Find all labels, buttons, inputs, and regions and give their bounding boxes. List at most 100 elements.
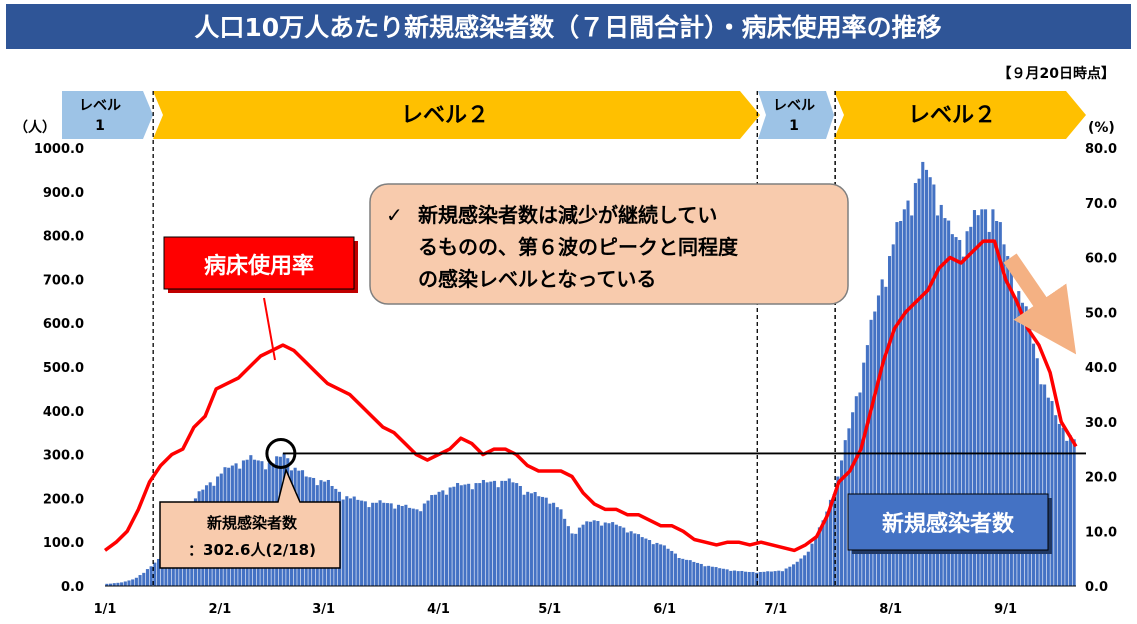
cases-bar <box>762 571 766 586</box>
cases-bar <box>1057 423 1061 586</box>
cases-bar <box>622 527 626 586</box>
cases-bar <box>817 527 821 586</box>
cases-bar <box>1050 401 1054 586</box>
cases-bar <box>611 522 615 586</box>
cases-bar <box>1017 291 1021 586</box>
level-band-3-label-2: 1 <box>789 118 799 134</box>
x-tick-label: 9/1 <box>994 602 1017 617</box>
cases-bar <box>618 526 622 586</box>
cases-bar <box>891 244 895 587</box>
cases-bar <box>507 478 511 586</box>
cases-bar <box>932 184 936 586</box>
cases-bar <box>1068 435 1073 586</box>
right-tick-label: 20.0 <box>1085 471 1117 486</box>
cases-bar <box>555 507 559 586</box>
cases-bar <box>142 572 146 586</box>
cases-bar <box>153 562 157 586</box>
cases-bar <box>120 582 124 586</box>
cases-bar <box>648 540 652 586</box>
cases-bar <box>548 503 552 586</box>
as-of-label: 【９月20日時点】 <box>998 65 1115 82</box>
cases-label-text: 新規感染者数 <box>882 511 1015 537</box>
annotation-check: ✓ <box>386 203 403 227</box>
cases-bar <box>367 507 371 586</box>
peak-callout: 新規感染者数 ：302.6人(2/18) <box>159 467 341 569</box>
left-tick-label: 100.0 <box>43 536 84 551</box>
cases-bar <box>123 581 127 586</box>
cases-bar <box>485 482 489 586</box>
annotation-box <box>369 183 849 305</box>
bed-label-group: 病床使用率 <box>163 236 358 361</box>
level-band-3 <box>758 91 834 139</box>
cases-bar <box>917 178 921 586</box>
level-band-2 <box>153 91 760 139</box>
cases-bar <box>470 489 474 586</box>
cases-bar <box>489 481 493 586</box>
cases-bar <box>496 487 500 586</box>
cases-bar <box>1039 384 1043 586</box>
cases-bar <box>356 499 360 586</box>
chart-title: 人口10万人あたり新規感染者数（７日間合計）・病床使用率の推移 <box>194 13 941 42</box>
left-tick-label: 400.0 <box>43 405 84 420</box>
cases-bar <box>625 532 629 586</box>
cases-bar <box>444 494 449 586</box>
cases-bar <box>352 496 356 586</box>
cases-bar <box>755 572 759 586</box>
cases-bar <box>607 523 611 586</box>
cases-bar <box>515 483 519 586</box>
cases-bar <box>415 509 419 586</box>
cases-bar <box>777 570 781 586</box>
cases-bar <box>828 499 833 586</box>
cases-bar <box>474 483 478 586</box>
cases-bar <box>843 440 847 586</box>
cases-bar <box>456 482 460 586</box>
cases-bar <box>389 503 393 586</box>
cases-bar <box>1061 427 1065 586</box>
peak-marker-circle <box>265 437 297 469</box>
cases-bar <box>836 476 840 586</box>
cases-bar <box>138 575 142 586</box>
cases-bar <box>876 295 881 586</box>
level-dividers <box>152 91 836 586</box>
x-tick-label: 5/1 <box>538 602 561 617</box>
cases-bar <box>684 559 689 586</box>
left-tick-label: 200.0 <box>43 492 84 507</box>
cases-bar <box>570 533 574 586</box>
cases-bar <box>441 490 445 586</box>
title-bar <box>6 4 1131 49</box>
bed-occupancy-line <box>103 239 1078 553</box>
cases-bar <box>972 210 977 587</box>
cases-bar <box>500 480 504 586</box>
cases-bar <box>939 204 943 586</box>
cases-bar <box>980 209 984 586</box>
left-axis: 0.0 100.0 200.0 300.0 400.0 500.0 600.0 700.0 80… <box>34 142 84 595</box>
level-band-1-label-1: レベル <box>79 98 121 114</box>
cases-bar <box>943 218 947 586</box>
cases-bar <box>518 485 522 586</box>
cases-bar <box>910 215 914 586</box>
cases-bar <box>105 583 109 586</box>
cases-bar <box>854 396 858 586</box>
left-axis-unit: （人） <box>14 119 56 136</box>
cases-bar <box>492 480 497 586</box>
cases-bar <box>160 557 164 586</box>
cases-bar <box>947 220 951 586</box>
cases-bar <box>574 533 578 586</box>
cases-bar <box>419 511 423 586</box>
cases-bar <box>422 503 426 586</box>
cases-bar <box>600 525 604 586</box>
cases-bar <box>987 231 991 586</box>
cases-bar <box>707 565 711 586</box>
x-axis: 1/1 2/1 3/1 4/1 5/1 6/1 7/1 8/1 9/1 <box>94 602 1017 617</box>
level-bands: レベル 1 レベル２ レベル 1 レベル２ <box>62 91 1086 139</box>
cases-bar <box>950 234 954 586</box>
decrease-arrow-icon <box>1003 253 1077 355</box>
left-tick-label: 600.0 <box>43 317 84 332</box>
cases-bar <box>714 567 718 586</box>
level-band-1 <box>62 91 153 139</box>
cases-bar <box>976 215 980 586</box>
cases-bar <box>803 555 807 586</box>
cases-bar <box>640 537 644 586</box>
cases-bar <box>703 566 707 586</box>
x-tick-label: 2/1 <box>208 602 231 617</box>
